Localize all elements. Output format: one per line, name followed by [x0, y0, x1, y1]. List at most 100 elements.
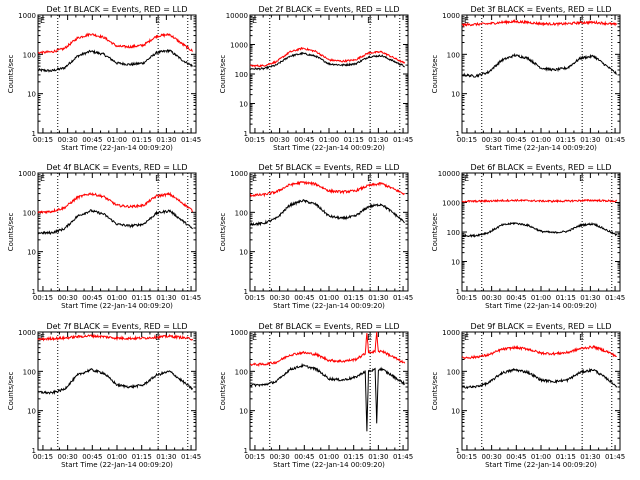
x-axis-label: Start Time (22-Jan-14 00:09:20) [273, 144, 385, 152]
y-tick-label: 1000 [18, 170, 36, 178]
x-tick-label: 01:00 [107, 294, 127, 302]
x-tick-label: 00:15 [245, 136, 265, 144]
series-lld-line [461, 19, 618, 28]
y-tick-label: 1 [32, 130, 36, 138]
y-tick-label: 1000 [18, 12, 36, 20]
x-tick-label: 01:45 [393, 136, 413, 144]
x-tick-label: 00:45 [506, 136, 526, 144]
x-tick-label: 01:45 [181, 453, 201, 461]
x-tick-label: 00:30 [482, 453, 502, 461]
marker-label: E [252, 16, 257, 25]
x-tick-label: 01:15 [344, 453, 364, 461]
y-tick-label: 100 [23, 209, 36, 217]
y-axis-label: Counts/sec [219, 213, 227, 252]
marker-label: E [40, 333, 45, 342]
y-tick-label: 1 [32, 447, 36, 455]
x-tick-label: 00:30 [482, 294, 502, 302]
series-events-line [249, 199, 405, 227]
x-tick-label: 01:00 [107, 453, 127, 461]
marker-label: E [155, 174, 160, 183]
x-tick-label: 00:45 [506, 294, 526, 302]
series-lld-line [250, 180, 406, 198]
series-events-line [37, 367, 194, 396]
x-tick-label: 01:00 [319, 136, 339, 144]
marker-label: E [367, 16, 372, 25]
y-tick-label: 100 [23, 51, 36, 59]
x-tick-label: 01:00 [531, 136, 551, 144]
y-tick-label: 1000 [230, 329, 248, 337]
y-tick-label: 100 [235, 71, 248, 79]
y-tick-label: 10000 [226, 12, 248, 20]
x-axis-label: Start Time (22-Jan-14 00:09:20) [485, 302, 597, 310]
y-axis-label: Counts/sec [219, 55, 227, 94]
x-tick-label: 00:30 [482, 136, 502, 144]
x-tick-label: 01:30 [156, 136, 176, 144]
marker-label: E [155, 16, 160, 25]
y-axis-label: Counts/sec [7, 55, 15, 94]
x-tick-label: 00:45 [294, 294, 314, 302]
series-events-line [249, 51, 405, 71]
x-tick-label: 00:15 [457, 136, 477, 144]
x-tick-label: 01:15 [556, 136, 576, 144]
series-events-line [249, 362, 406, 432]
y-tick-label: 10 [239, 408, 248, 416]
x-tick-label: 01:45 [605, 453, 625, 461]
x-tick-label: 01:45 [605, 136, 625, 144]
series-events-line [461, 367, 618, 390]
marker-label: E [252, 333, 257, 342]
panel-title: Det 8f BLACK = Events, RED = LLD [258, 322, 399, 331]
marker-label: E [464, 16, 469, 25]
y-tick-label: 100 [447, 368, 460, 376]
x-tick-label: 01:45 [181, 294, 201, 302]
x-tick-label: 01:30 [580, 294, 600, 302]
y-tick-label: 10 [451, 91, 460, 99]
x-axis-label: Start Time (22-Jan-14 00:09:20) [485, 461, 597, 469]
x-tick-label: 01:30 [580, 453, 600, 461]
y-tick-label: 1000 [18, 329, 36, 337]
panel-title: Det 9f BLACK = Events, RED = LLD [470, 322, 611, 331]
x-tick-label: 01:15 [344, 136, 364, 144]
x-tick-label: 00:45 [82, 136, 102, 144]
x-tick-label: 01:30 [156, 294, 176, 302]
panel-title: Det 3f BLACK = Events, RED = LLD [470, 5, 611, 14]
y-tick-label: 100 [235, 368, 248, 376]
x-tick-label: 00:45 [82, 453, 102, 461]
x-axis-label: Start Time (22-Jan-14 00:09:20) [61, 144, 173, 152]
x-tick-label: 01:00 [531, 294, 551, 302]
x-axis-label: Start Time (22-Jan-14 00:09:20) [273, 302, 385, 310]
series-lld-line [37, 191, 194, 215]
x-tick-label: 00:30 [270, 453, 290, 461]
y-tick-label: 100 [447, 51, 460, 59]
y-axis-label: Counts/sec [431, 55, 439, 94]
x-tick-label: 01:30 [580, 136, 600, 144]
x-tick-label: 00:15 [457, 294, 477, 302]
y-tick-label: 1 [32, 288, 36, 296]
y-tick-label: 1 [244, 130, 248, 138]
x-tick-label: 00:15 [245, 453, 265, 461]
x-axis-label: Start Time (22-Jan-14 00:09:20) [61, 461, 173, 469]
x-tick-label: 00:15 [457, 453, 477, 461]
x-tick-label: 01:30 [156, 453, 176, 461]
y-tick-label: 1000 [442, 329, 460, 337]
panel-title: Det 5f BLACK = Events, RED = LLD [258, 163, 399, 172]
y-axis-label: Counts/sec [219, 372, 227, 411]
x-tick-label: 00:30 [58, 294, 78, 302]
series-lld-line [37, 333, 194, 342]
y-axis-label: Counts/sec [431, 213, 439, 252]
x-tick-label: 01:15 [344, 294, 364, 302]
x-tick-label: 01:00 [319, 294, 339, 302]
x-tick-label: 00:45 [82, 294, 102, 302]
marker-label: E [464, 333, 469, 342]
x-tick-label: 01:00 [107, 136, 127, 144]
series-lld-line [38, 32, 193, 55]
y-tick-label: 1 [244, 288, 248, 296]
series-lld-line [249, 46, 406, 68]
y-tick-label: 1000 [230, 42, 248, 50]
y-tick-label: 10000 [438, 170, 460, 178]
y-tick-label: 100 [447, 229, 460, 237]
x-tick-label: 00:45 [294, 136, 314, 144]
x-tick-label: 00:15 [33, 453, 53, 461]
